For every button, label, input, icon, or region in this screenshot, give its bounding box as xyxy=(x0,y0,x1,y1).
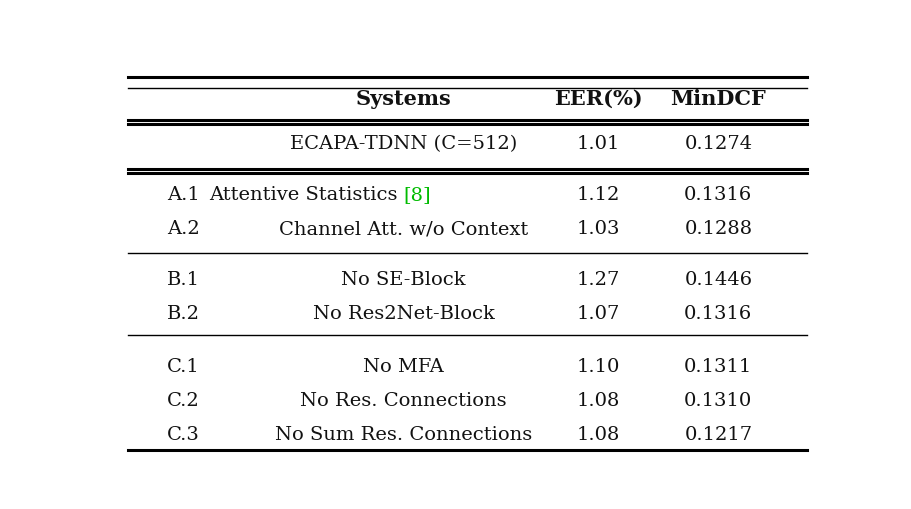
Text: 1.01: 1.01 xyxy=(576,134,619,152)
Text: No Sum Res. Connections: No Sum Res. Connections xyxy=(275,425,532,443)
Text: 1.08: 1.08 xyxy=(576,391,619,409)
Text: 0.1217: 0.1217 xyxy=(683,425,752,443)
Text: 0.1446: 0.1446 xyxy=(683,270,752,289)
Text: 1.10: 1.10 xyxy=(576,357,619,375)
Text: 0.1310: 0.1310 xyxy=(683,391,752,409)
Text: MinDCF: MinDCF xyxy=(670,89,765,108)
Text: 1.12: 1.12 xyxy=(576,185,619,203)
Text: A.2: A.2 xyxy=(167,220,200,238)
Text: 1.03: 1.03 xyxy=(576,220,619,238)
Text: 1.08: 1.08 xyxy=(576,425,619,443)
Text: ECAPA-TDNN (C=512): ECAPA-TDNN (C=512) xyxy=(290,134,517,152)
Text: [8]: [8] xyxy=(404,185,431,203)
Text: C.1: C.1 xyxy=(167,357,200,375)
Text: 0.1316: 0.1316 xyxy=(683,305,752,323)
Text: No Res2Net-Block: No Res2Net-Block xyxy=(312,305,494,323)
Text: 0.1288: 0.1288 xyxy=(683,220,752,238)
Text: 0.1316: 0.1316 xyxy=(683,185,752,203)
Text: Channel Att. w/o Context: Channel Att. w/o Context xyxy=(279,220,527,238)
Text: C.2: C.2 xyxy=(167,391,200,409)
Text: Systems: Systems xyxy=(355,89,451,108)
Text: A.1: A.1 xyxy=(167,185,200,203)
Text: No Res. Connections: No Res. Connections xyxy=(300,391,507,409)
Text: B.2: B.2 xyxy=(167,305,200,323)
Text: Attentive Statistics: Attentive Statistics xyxy=(209,185,404,203)
Text: 0.1274: 0.1274 xyxy=(683,134,752,152)
Text: 0.1311: 0.1311 xyxy=(683,357,752,375)
Text: B.1: B.1 xyxy=(167,270,200,289)
Text: 1.27: 1.27 xyxy=(576,270,619,289)
Text: No MFA: No MFA xyxy=(363,357,444,375)
Text: EER(%): EER(%) xyxy=(553,89,641,108)
Text: 1.07: 1.07 xyxy=(576,305,619,323)
Text: C.3: C.3 xyxy=(167,425,200,443)
Text: No SE-Block: No SE-Block xyxy=(341,270,466,289)
